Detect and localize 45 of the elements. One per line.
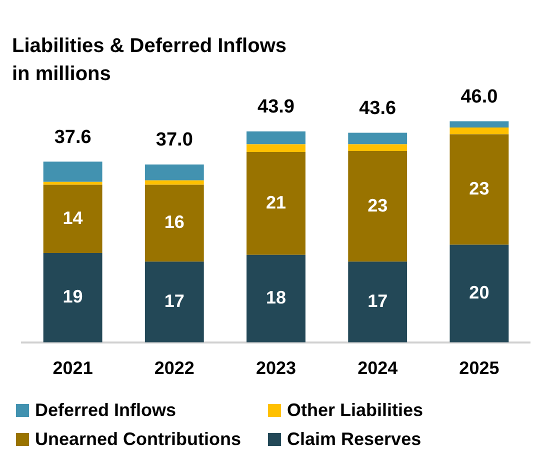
data-label: 23 [469,178,490,198]
bar [246,254,306,342]
bar [450,134,509,245]
legend-label: Other Liabilities [287,400,424,421]
legend-label: Claim Reserves [287,429,422,450]
total-label: 43.9 [258,96,294,118]
x-tick-label: 2022 [154,358,194,378]
bar [450,127,509,134]
data-label: 20 [469,282,490,303]
bar [246,144,306,152]
bar [246,131,306,144]
total-label: 37.0 [156,130,193,151]
bar [450,121,509,128]
bar [144,164,204,180]
data-label: 19 [62,286,83,307]
chart-subtitle: in millions [12,62,112,87]
data-label: 17 [368,290,388,311]
data-label: 17 [164,290,184,311]
bar [43,162,102,182]
bar [348,151,408,262]
bar [348,262,408,342]
total-label: 37.6 [54,126,92,148]
data-label: 21 [266,192,286,212]
x-tick-label: 2021 [52,358,93,378]
bar [246,152,306,255]
x-tick-label: 2025 [459,358,500,378]
bar [43,252,102,342]
bar [144,262,204,342]
bar [348,132,408,144]
bar [144,184,204,262]
x-tick-label: 2024 [358,358,398,378]
bar [144,180,204,185]
legend-label: Deferred Inflows [35,400,176,421]
data-label: 14 [62,208,83,228]
bar [348,144,408,152]
chart-title: Liabilities & Deferred Inflows [12,34,287,59]
x-tick-label: 2023 [256,358,296,378]
total-label: 46.0 [460,86,498,108]
data-label: 23 [368,195,388,216]
bar [43,184,102,253]
bar [450,244,509,342]
legend-label: Unearned Contributions [35,429,241,450]
total-label: 43.6 [359,98,396,120]
data-label: 18 [266,288,286,308]
data-label: 16 [164,212,184,232]
